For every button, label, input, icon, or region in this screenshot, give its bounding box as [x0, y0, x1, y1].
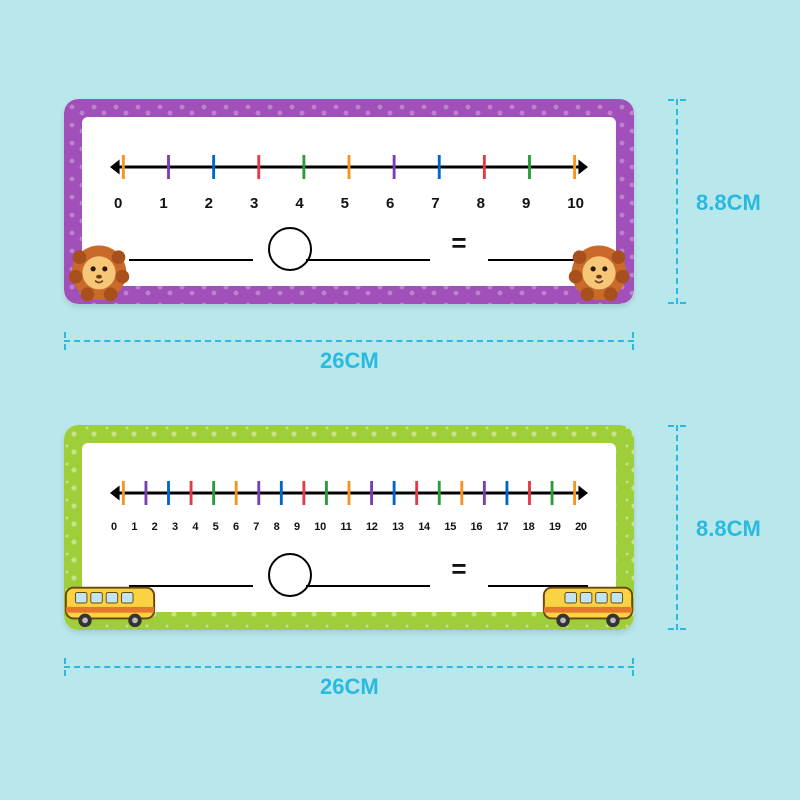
number-line-svg — [110, 463, 588, 523]
bus-left-icon — [64, 578, 158, 630]
tick-label: 18 — [523, 521, 535, 533]
tick-label: 1 — [131, 521, 137, 533]
tick-label: 7 — [253, 521, 259, 533]
tick-label: 14 — [418, 521, 430, 533]
number-line-0-20: 01234567891011121314151617181920 — [110, 463, 588, 523]
number-line-labels: 0 1 2 3 4 5 6 7 8 9 10 — [110, 195, 588, 212]
height-ruler-card-2 — [676, 425, 678, 630]
tick-label: 2 — [152, 521, 158, 533]
tick-label: 4 — [192, 521, 198, 533]
tick-label: 7 — [431, 195, 439, 212]
tick-label: 1 — [159, 195, 167, 212]
tick-label: 15 — [444, 521, 456, 533]
width-label-card-1: 26CM — [320, 348, 379, 374]
width-label-card-2: 26CM — [320, 674, 379, 700]
height-label-card-1: 8.8CM — [696, 190, 761, 216]
tick-label: 10 — [567, 195, 584, 212]
lion-left-icon — [64, 226, 138, 304]
tick-label: 9 — [522, 195, 530, 212]
number-line-0-10: 012345678910 — [110, 137, 588, 197]
number-line-card-0-20: 01234567891011121314151617181920 = — [64, 425, 634, 630]
tick-label: 6 — [386, 195, 394, 212]
tick-label: 9 — [294, 521, 300, 533]
tick-label: 19 — [549, 521, 561, 533]
operator-circle — [268, 553, 312, 597]
tick-label: 3 — [250, 195, 258, 212]
blank-operand-2 — [306, 259, 430, 261]
tick-label: 5 — [341, 195, 349, 212]
card-content: 0 1 2 3 4 5 6 7 8 9 10 = — [82, 117, 616, 286]
tick-label: 0 — [114, 195, 122, 212]
width-ruler-card-2 — [64, 666, 634, 668]
tick-label: 20 — [575, 521, 587, 533]
tick-label: 3 — [172, 521, 178, 533]
tick-label: 12 — [366, 521, 378, 533]
height-ruler-card-1 — [676, 99, 678, 304]
tick-label: 10 — [314, 521, 326, 533]
tick-label: 16 — [471, 521, 483, 533]
bus-right-icon — [540, 578, 634, 630]
blank-operand-2 — [306, 585, 430, 587]
tick-label: 8 — [477, 195, 485, 212]
number-line-labels: 01234567891011121314151617181920 — [110, 521, 588, 533]
tick-label: 13 — [392, 521, 404, 533]
tick-label: 11 — [340, 521, 351, 533]
tick-label: 0 — [111, 521, 117, 533]
tick-label: 4 — [295, 195, 303, 212]
equation-row: = — [110, 537, 588, 607]
number-line-card-0-10: 0 1 2 3 4 5 6 7 8 9 10 = — [64, 99, 634, 304]
operator-circle — [268, 227, 312, 271]
lion-right-icon — [560, 226, 634, 304]
tick-label: 2 — [205, 195, 213, 212]
tick-label: 5 — [213, 521, 219, 533]
equals-sign: = — [451, 228, 466, 259]
blank-operand-1 — [129, 259, 253, 261]
tick-label: 17 — [497, 521, 509, 533]
width-ruler-card-1 — [64, 340, 634, 342]
equation-row: = — [110, 211, 588, 281]
card-content: 01234567891011121314151617181920 = — [82, 443, 616, 612]
number-line-svg — [110, 137, 588, 197]
tick-label: 8 — [274, 521, 280, 533]
equals-sign: = — [451, 554, 466, 585]
tick-label: 6 — [233, 521, 239, 533]
height-label-card-2: 8.8CM — [696, 516, 761, 542]
